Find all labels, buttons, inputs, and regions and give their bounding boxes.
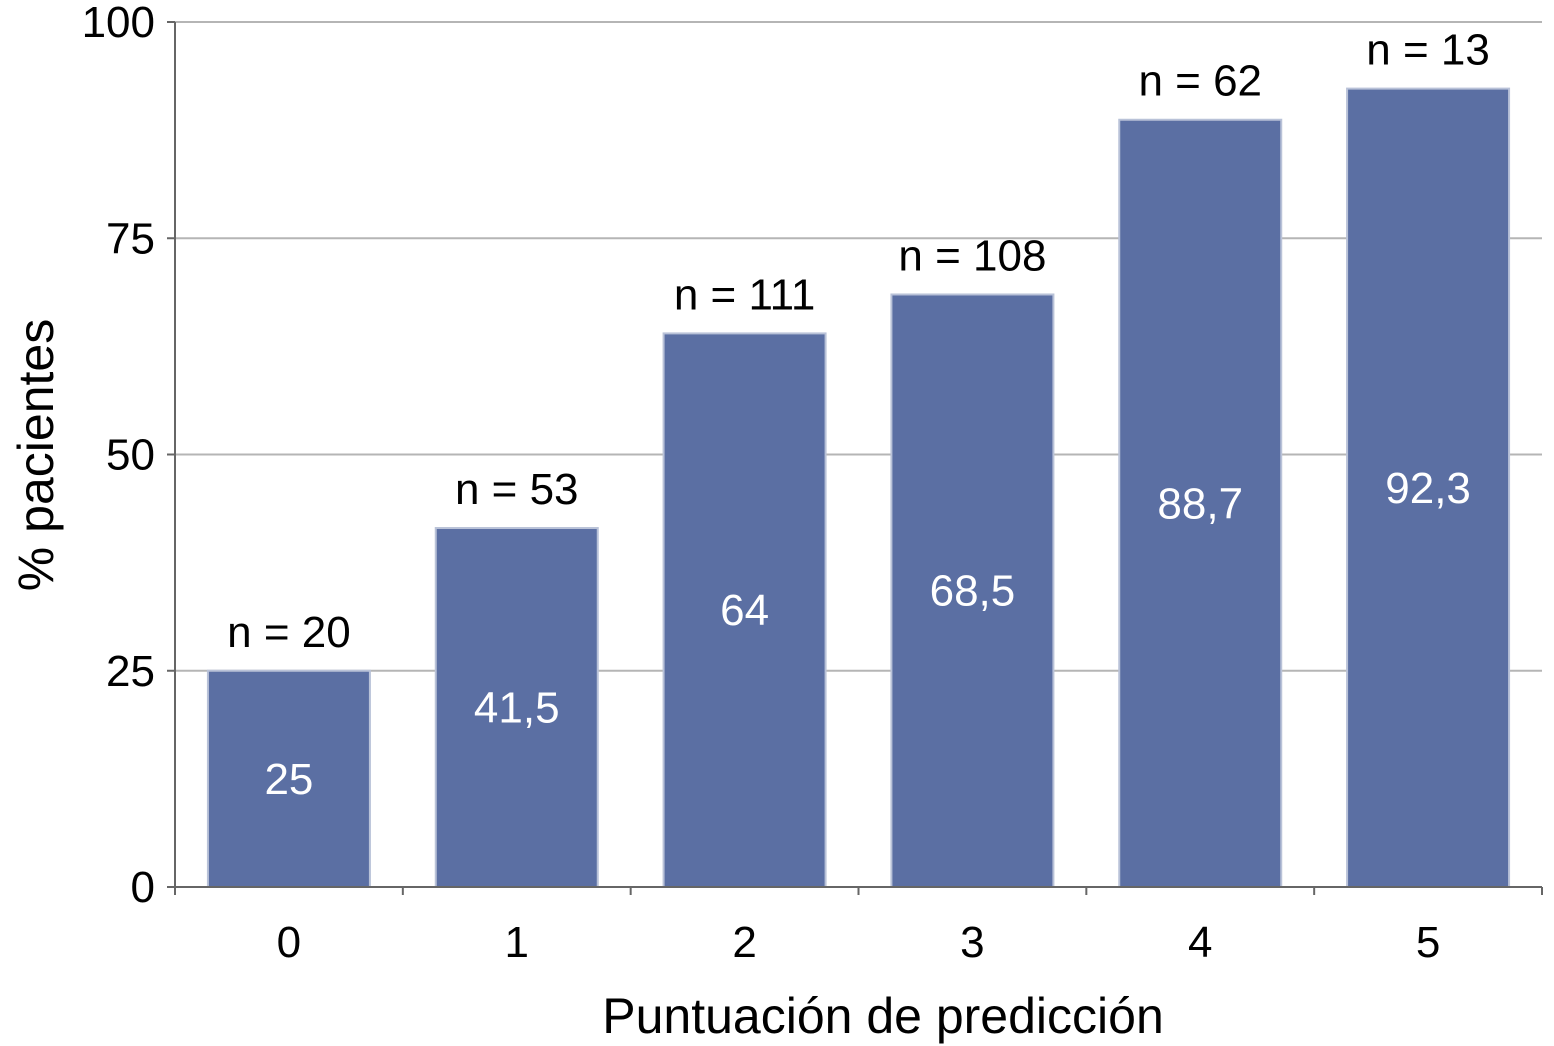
bar-value-label: 92,3 <box>1385 464 1471 513</box>
x-axis-title: Puntuación de predicción <box>602 988 1164 1044</box>
bars <box>206 87 1511 889</box>
x-tick-label: 5 <box>1416 918 1440 967</box>
bar-n-label: n = 108 <box>898 231 1046 280</box>
y-tick-label: 50 <box>106 431 155 480</box>
y-tick-label: 75 <box>106 214 155 263</box>
bar-n-label: n = 20 <box>227 608 351 657</box>
y-axis-title: % pacientes <box>8 319 64 591</box>
x-tick-label: 3 <box>960 918 984 967</box>
bar <box>662 332 827 888</box>
x-tick-label: 2 <box>732 918 756 967</box>
bar-value-label: 41,5 <box>474 684 560 733</box>
x-tick-label: 1 <box>505 918 529 967</box>
bar <box>890 293 1055 889</box>
bar <box>1346 87 1511 889</box>
bar-value-label: 68,5 <box>930 567 1016 616</box>
bar <box>206 669 371 888</box>
bar-value-label: 88,7 <box>1157 479 1243 528</box>
axes <box>167 21 1543 895</box>
y-tick-label: 100 <box>82 0 155 47</box>
bar-value-label: 64 <box>720 586 769 635</box>
bar-n-label: n = 111 <box>674 270 816 319</box>
y-tick-label: 25 <box>106 647 155 696</box>
gridlines <box>175 21 1542 672</box>
bar-value-label: 25 <box>264 755 313 804</box>
bar-n-label: n = 62 <box>1138 57 1262 106</box>
bar-n-label: n = 13 <box>1366 26 1490 75</box>
x-tick-label: 4 <box>1188 918 1212 967</box>
bar <box>1118 118 1283 889</box>
y-tick-label: 0 <box>131 863 155 912</box>
x-tick-label: 0 <box>277 918 301 967</box>
bar-n-label: n = 53 <box>455 465 579 514</box>
